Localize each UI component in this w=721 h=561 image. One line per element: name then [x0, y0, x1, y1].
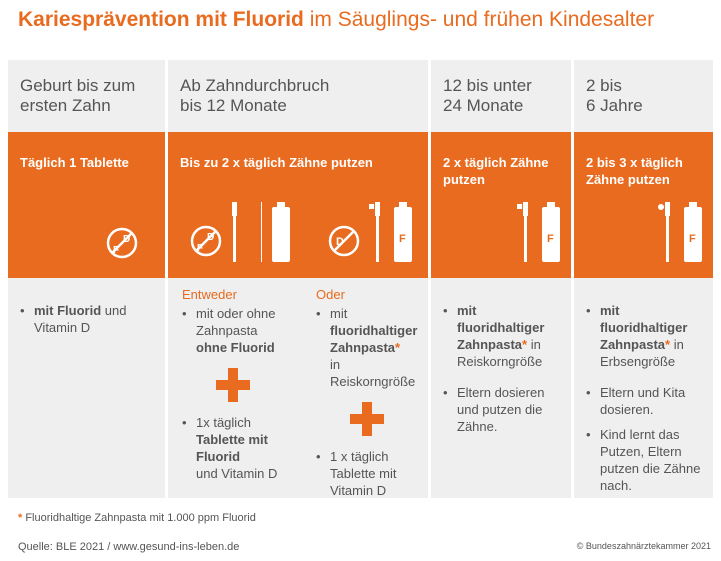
detail-bold: ohne Fluorid	[196, 340, 275, 355]
age-line: 24 Monate	[443, 96, 524, 115]
copyright: © Bundeszahnärztekammer 2021	[576, 541, 711, 551]
tablet-letter-d: D	[336, 236, 344, 248]
details-option-or: Oder mit fluoridhaltiger Zahnpasta* in R…	[316, 286, 426, 507]
footnote-star: *	[18, 512, 23, 524]
age-line: Geburt bis zum	[20, 76, 136, 95]
detail-text: mit oder ohne Zahnpasta	[196, 306, 276, 338]
detail-text: in Erbsengröße	[600, 337, 684, 369]
detail-bold: mit fluoridhaltiger Zahnpasta	[457, 303, 545, 352]
action-label: 2 bis 3 x täglich Zähne putzen	[586, 155, 683, 187]
toothbrush-paste-icon	[658, 202, 670, 262]
title-rest: im Säuglings- und frühen Kindesalter	[303, 8, 655, 31]
action-band	[8, 132, 713, 278]
toothbrush-paste-icon	[517, 202, 528, 262]
option-lead: Entweder	[182, 287, 237, 302]
age-line: ersten Zahn	[20, 96, 111, 115]
detail-text: 1 x täglich Tablette mit Vitamin D	[330, 449, 397, 498]
action-label: 2 x täglich Zähne putzen	[443, 155, 549, 187]
detail-bold: Tablette mit Fluorid	[196, 432, 268, 464]
details-option-either: Entweder mit oder ohne Zahnpasta ohne Fl…	[182, 286, 304, 490]
action-label: Bis zu 2 x täglich Zähne putzen	[180, 155, 373, 170]
details-2-6-years: mit fluoridhaltiger Zahnpasta* in Erbsen…	[586, 302, 705, 502]
toothbrush-paste-icon	[369, 202, 380, 262]
detail-text: und Vitamin D	[34, 303, 127, 335]
details-12-24-months: mit fluoridhaltiger Zahnpasta* in Reisko…	[443, 302, 563, 443]
age-label: Ab Zahndurchbruch bis 12 Monate	[180, 76, 329, 116]
detail-text: 1x täglich	[196, 415, 251, 430]
column-birth: Geburt bis zum ersten Zahn Täglich 1 Tab…	[8, 60, 165, 498]
detail-text: Eltern und Kita dosieren.	[600, 385, 686, 417]
tablet-letter-d: D	[207, 232, 214, 243]
age-line: 2 bis	[586, 76, 622, 95]
title-bold: Kariesprävention mit Fluorid	[18, 8, 304, 31]
toothpaste-tube-icon	[272, 202, 290, 262]
tablet-letter-d: D	[123, 234, 130, 245]
detail-text: mit	[330, 306, 348, 321]
detail-text: Kind lernt das Putzen, Eltern putzen die…	[600, 427, 701, 493]
column-subdivider	[261, 202, 262, 262]
action-label: Täglich 1 Tablette	[20, 155, 129, 170]
footnote-star: *	[665, 337, 671, 352]
age-line: 6 Jahre	[586, 96, 643, 115]
detail-bold: fluoridhaltiger Zahnpasta	[330, 323, 418, 355]
footnote-star: *	[395, 340, 401, 355]
option-lead: Oder	[316, 287, 345, 302]
toothpaste-tube-f-icon: F	[542, 202, 560, 262]
tablet-letter-f: F	[197, 243, 203, 254]
plus-icon	[216, 368, 250, 402]
detail-text: in Reiskorngröße	[457, 337, 543, 369]
tablet-d-icon: D	[328, 225, 360, 257]
age-line: bis 12 Monate	[180, 96, 287, 115]
detail-bold: mit fluoridhaltiger Zahnpasta	[600, 303, 688, 352]
tube-letter: F	[547, 233, 554, 245]
column-12-24-months: 12 bis unter 24 Monate 2 x täglich Zähne…	[431, 60, 571, 498]
column-divider	[428, 60, 431, 498]
column-2-6-years: 2 bis 6 Jahre 2 bis 3 x täglich Zähne pu…	[574, 60, 713, 498]
page-title: Kariesprävention mit Fluorid im Säugling…	[18, 8, 654, 32]
column-divider	[571, 60, 574, 498]
age-label: Geburt bis zum ersten Zahn	[20, 76, 135, 116]
age-line: 12 bis unter	[443, 76, 532, 95]
footnote: * Fluoridhaltige Zahnpasta mit 1.000 ppm…	[18, 512, 256, 524]
plus-icon	[350, 402, 384, 436]
tablet-df-icon: D F	[106, 227, 138, 259]
column-divider	[165, 60, 168, 498]
tube-letter: F	[399, 233, 406, 245]
footnote-star: *	[522, 337, 528, 352]
toothpaste-tube-f-icon: F	[684, 202, 702, 262]
age-label: 12 bis unter 24 Monate	[443, 76, 532, 116]
toothbrush-icon	[232, 202, 237, 262]
toothpaste-tube-f-icon: F	[394, 202, 412, 262]
details-birth: mit Fluorid und Vitamin D	[20, 302, 157, 344]
detail-text: und Vitamin D	[196, 466, 278, 481]
footnote-text: Fluoridhaltige Zahnpasta mit 1.000 ppm F…	[22, 512, 256, 524]
detail-text: in Reiskorngröße	[330, 357, 416, 389]
age-band	[8, 60, 713, 132]
detail-bold: mit Fluorid	[34, 303, 102, 318]
column-tooth-eruption: Ab Zahndurchbruch bis 12 Monate Bis zu 2…	[168, 60, 428, 498]
tube-letter: F	[689, 233, 696, 245]
tablet-df-icon: D F	[190, 225, 222, 257]
info-table: Geburt bis zum ersten Zahn Täglich 1 Tab…	[8, 60, 713, 498]
age-label: 2 bis 6 Jahre	[586, 76, 643, 116]
detail-text: Eltern dosieren und putzen die Zähne.	[457, 385, 545, 434]
source-line: Quelle: BLE 2021 / www.gesund-ins-leben.…	[18, 541, 240, 553]
tablet-letter-f: F	[113, 245, 119, 256]
age-line: Ab Zahndurchbruch	[180, 76, 330, 95]
